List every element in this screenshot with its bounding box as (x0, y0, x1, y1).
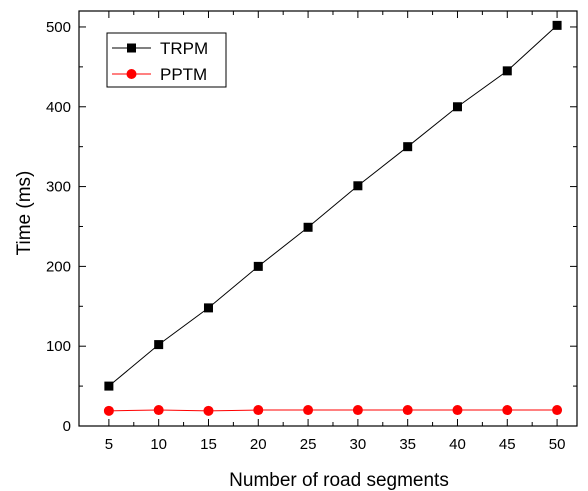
data-point-trpm (203, 303, 213, 313)
data-point-pptm (103, 405, 114, 416)
legend-marker-trpm (127, 43, 136, 53)
data-point-trpm (552, 20, 562, 30)
x-axis: 5 10 15 20 25 30 35 40 45 50 (105, 11, 566, 453)
y-tick-label: 300 (46, 179, 71, 196)
data-point-trpm (303, 222, 313, 232)
y-axis-title: Time (ms) (14, 171, 35, 256)
data-point-pptm (203, 405, 214, 416)
x-tick-label: 25 (300, 436, 317, 453)
legend-item-trpm: TRPM (112, 39, 208, 58)
y-tick-label: 500 (46, 19, 71, 36)
y-tick-label: 200 (46, 258, 71, 275)
data-point-trpm (353, 181, 363, 191)
x-tick-label: 5 (105, 436, 113, 453)
data-point-trpm (502, 66, 512, 76)
series-trpm (104, 20, 562, 391)
data-point-pptm (502, 405, 513, 416)
y-axis: 0 100 200 300 400 500 (46, 19, 577, 435)
x-tick-label: 35 (399, 436, 416, 453)
y-tick-label: 400 (46, 99, 71, 116)
plot-area-border (78, 10, 578, 427)
legend-box (106, 32, 227, 88)
legend: TRPM PPTM (106, 32, 227, 88)
plot-frame (78, 10, 578, 427)
data-point-pptm (452, 405, 463, 416)
x-axis-title: Number of road segments (229, 470, 449, 491)
data-point-trpm (452, 102, 462, 112)
x-tick-label: 40 (449, 436, 466, 453)
series-pptm (103, 405, 563, 416)
series-layer (103, 20, 563, 416)
data-point-trpm (253, 261, 263, 271)
x-tick-label: 20 (250, 436, 267, 453)
y-tick-label: 100 (46, 338, 71, 355)
data-point-pptm (153, 405, 164, 416)
data-point-trpm (154, 340, 164, 350)
series-line-pptm (108, 409, 558, 412)
data-point-pptm (552, 405, 563, 416)
data-point-trpm (403, 142, 413, 152)
x-tick-label: 10 (150, 436, 167, 453)
x-tick-label: 50 (549, 436, 566, 453)
legend-marker-pptm (126, 69, 137, 79)
data-point-pptm (352, 405, 363, 416)
legend-item-pptm: PPTM (112, 65, 207, 84)
series-line-trpm (108, 24, 558, 387)
legend-items: TRPM PPTM (112, 39, 208, 84)
x-tick-label: 15 (200, 436, 217, 453)
x-tick-label: 30 (350, 436, 367, 453)
x-tick-label: 45 (499, 436, 516, 453)
data-point-pptm (402, 405, 413, 416)
y-tick-label: 0 (63, 418, 71, 435)
data-point-pptm (253, 405, 264, 416)
data-point-pptm (303, 405, 314, 416)
legend-label-trpm: TRPM (160, 39, 208, 58)
legend-label-pptm: PPTM (160, 65, 207, 84)
data-point-trpm (104, 381, 114, 391)
